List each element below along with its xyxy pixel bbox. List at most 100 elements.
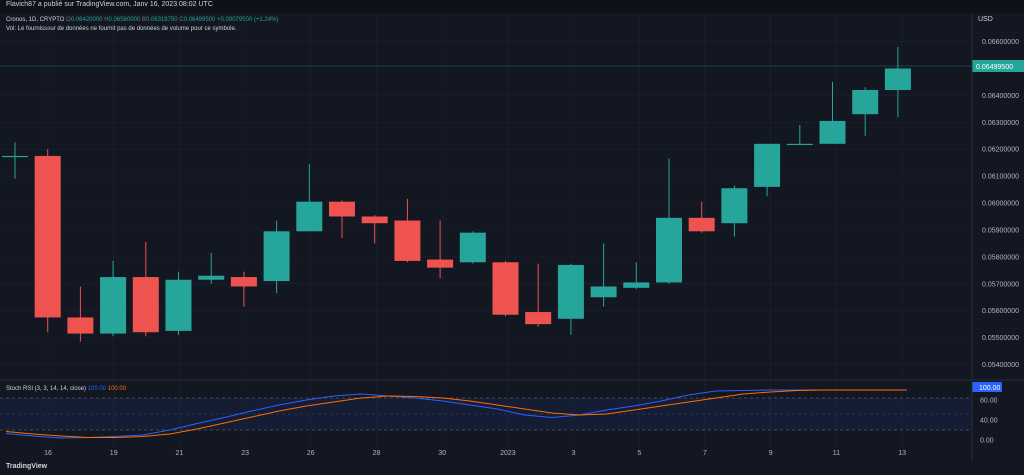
rsi-d-value: 100.00 — [107, 386, 127, 392]
candle-body — [296, 201, 323, 232]
candle-body — [198, 275, 225, 280]
candle — [819, 81, 846, 144]
price-axis: 0.06600000 0.06400000 0.06300000 0.06200000… — [982, 39, 1019, 369]
candle — [721, 185, 748, 237]
time-tick-label: 23 — [241, 450, 249, 457]
candle-body — [2, 155, 28, 158]
price-tick-label: 0.06100000 — [982, 174, 1019, 181]
candles — [2, 46, 911, 342]
candle-body — [656, 217, 682, 283]
candle — [361, 215, 388, 244]
price-tick-label: 0.05600000 — [982, 308, 1019, 315]
tradingview-logo[interactable]: TradingView — [6, 463, 48, 470]
candle-body — [525, 312, 552, 325]
candle — [165, 271, 192, 335]
high-label: H — [104, 17, 109, 23]
price-tick-label: 0.05800000 — [982, 254, 1019, 261]
candle — [34, 149, 61, 333]
rsi-title: Stoch RSI (3, 3, 14, 14, close) — [6, 386, 87, 392]
price-tick-label: 0.06300000 — [982, 120, 1019, 127]
candle — [263, 220, 290, 294]
price-tick-label: 0.06600000 — [982, 39, 1019, 46]
change-value: +0.00079500 (+1.24%) — [217, 17, 279, 23]
candle-body — [819, 120, 846, 144]
candle-body — [884, 68, 911, 90]
price-tick-label: 0.06400000 — [982, 93, 1019, 100]
candle — [590, 243, 617, 307]
rsi-band — [0, 398, 972, 430]
candle — [427, 220, 454, 279]
close-label: C — [179, 17, 184, 23]
candle — [884, 46, 911, 118]
candle — [786, 124, 813, 146]
price-tick-label: 0.05400000 — [982, 362, 1019, 369]
time-tick-label: 13 — [898, 450, 906, 457]
time-tick-label: 28 — [373, 450, 381, 457]
price-tick-label: 0.05900000 — [982, 227, 1019, 234]
rsi-axis: 80.00 40.00 0.00 — [980, 398, 998, 445]
candle — [557, 263, 584, 335]
candle-body — [263, 231, 290, 282]
price-chart[interactable]: 0.06600000 0.06400000 0.06300000 0.06200000… — [0, 0, 1024, 461]
candle — [132, 242, 159, 337]
candle-body — [34, 155, 61, 318]
stoch-k-line — [5, 389, 907, 439]
footer: TradingView — [0, 461, 1024, 475]
price-tick-label: 0.06000000 — [982, 201, 1019, 208]
close-value: 0.06499500 — [183, 17, 216, 23]
candle — [656, 158, 682, 284]
chart-legend: Cronos, 1D, CRYPTO O0.06420000 H0.065800… — [6, 16, 278, 34]
last-price-badge: 0.06499500 — [976, 64, 1013, 71]
candle-body — [165, 279, 192, 331]
time-tick-label: 5 — [637, 450, 641, 457]
currency-label[interactable]: USD — [978, 16, 993, 23]
time-tick-label: 26 — [307, 450, 315, 457]
candle — [329, 200, 355, 239]
rsi-tick-label: 80.00 — [980, 398, 998, 405]
price-tick-label: 0.05500000 — [982, 335, 1019, 342]
time-tick-label: 2023 — [500, 450, 516, 457]
rsi-tick-label: 40.00 — [980, 418, 998, 425]
candle — [67, 286, 94, 342]
candle-body — [557, 264, 584, 319]
candle — [852, 87, 879, 136]
candle-body — [394, 220, 421, 261]
candle-body — [100, 277, 127, 334]
candle-body — [132, 277, 159, 333]
time-axis: 16 19 21 23 26 28 30 2023 3 5 7 9 11 13 — [44, 450, 906, 457]
high-value: 0.06580000 — [108, 17, 141, 23]
stoch-d-line — [5, 389, 907, 438]
low-label: B — [141, 17, 146, 23]
open-label: O — [66, 17, 71, 23]
rsi-legend[interactable]: Stoch RSI (3, 3, 14, 14, close) 100.00 1… — [6, 386, 126, 392]
last-price-badge-bg — [972, 60, 1024, 72]
candle — [492, 260, 519, 317]
open-value: 0.06420000 — [70, 17, 103, 23]
candle-body — [786, 143, 813, 146]
time-tick-label: 19 — [110, 450, 118, 457]
candle-body — [329, 201, 355, 217]
rsi-tick-label: 0.00 — [980, 438, 994, 445]
candle-body — [852, 89, 879, 115]
candle — [198, 252, 225, 284]
candle-body — [623, 282, 650, 288]
time-tick-label: 3 — [572, 450, 576, 457]
candle — [459, 231, 486, 264]
rsi-badge: 100.00 — [979, 385, 1001, 392]
candle — [296, 164, 323, 232]
candle — [525, 263, 552, 327]
candle-body — [721, 188, 748, 224]
candle-body — [230, 277, 257, 287]
candle — [2, 142, 28, 179]
time-tick-label: 9 — [769, 450, 773, 457]
candle-body — [492, 262, 519, 315]
time-tick-label: 11 — [833, 450, 840, 457]
time-tick-label: 16 — [44, 450, 52, 457]
candle-body — [427, 259, 454, 268]
rsi-k-value: 100.00 — [87, 386, 107, 392]
candle-body — [754, 143, 781, 187]
time-tick-label: 30 — [438, 450, 446, 457]
publish-info: Flavich87 a publié sur TradingView.com, … — [6, 1, 213, 8]
symbol-label[interactable]: Cronos, 1D, CRYPTO — [6, 17, 65, 23]
candle — [754, 143, 781, 197]
